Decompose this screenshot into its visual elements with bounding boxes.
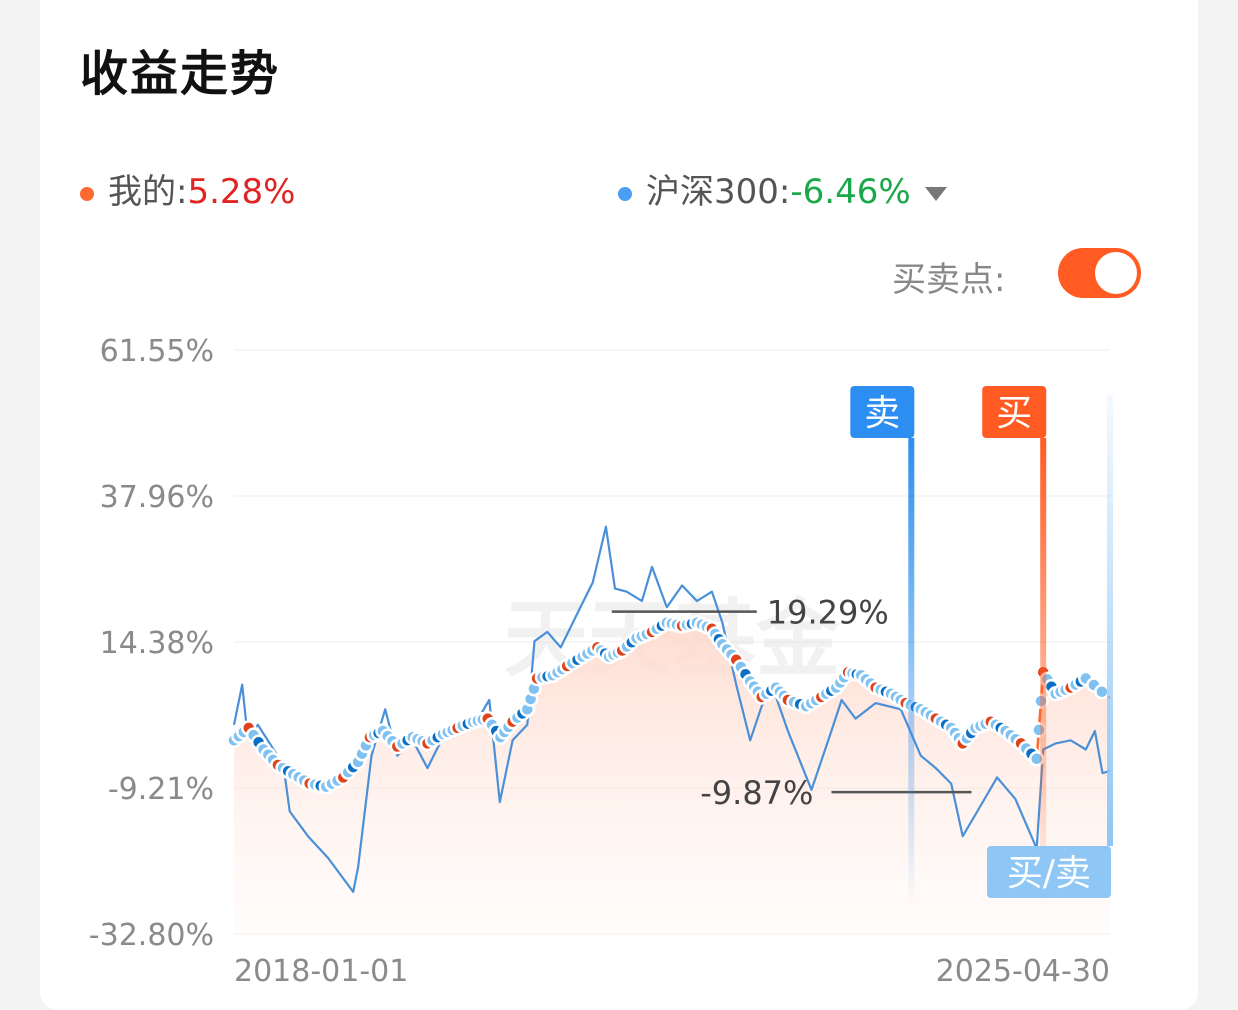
legend-mine-label: 我的:: [108, 172, 188, 212]
legend-mine[interactable]: 我的:5.28%: [80, 164, 295, 213]
legend-benchmark[interactable]: 沪深300:-6.46%: [618, 164, 947, 213]
y-tick-label: 14.38%: [100, 626, 214, 661]
y-tick-label: -32.80%: [89, 918, 214, 953]
marker-line: [1040, 438, 1047, 908]
marker-line: [1107, 395, 1113, 846]
max-annotation-label: 19.29%: [767, 594, 889, 632]
trade-point: [1094, 683, 1110, 700]
legend-mine-value: 5.28%: [187, 172, 296, 212]
marker-flag-label: 买/卖: [1007, 853, 1091, 894]
mine-area: [234, 622, 1110, 934]
triangle-down-icon[interactable]: [924, 186, 947, 201]
min-annotation-label: -9.87%: [700, 774, 813, 812]
mine-dot-icon: [80, 186, 94, 201]
x-tick-label: 2025-04-30: [936, 954, 1110, 989]
toggle-knob: [1095, 252, 1137, 294]
page-title: 收益走势: [80, 46, 281, 102]
buy-sell-points-label: 买卖点:: [892, 260, 1006, 300]
y-tick-label: 61.55%: [100, 334, 214, 369]
y-tick-label: 37.96%: [100, 480, 214, 515]
legend-benchmark-value: -6.46%: [790, 172, 911, 212]
marker-flag: [982, 386, 1047, 438]
legend-benchmark-label: 沪深300:: [646, 172, 791, 212]
marker-flag: [850, 386, 915, 438]
marker-flag-label: 买: [996, 393, 1032, 434]
marker-flag: [987, 846, 1111, 898]
marker-line: [908, 438, 915, 908]
x-tick-label: 2018-01-01: [234, 954, 408, 989]
buy-sell-points-toggle[interactable]: [1058, 248, 1141, 298]
marker-flag-label: 卖: [864, 393, 900, 434]
y-tick-label: -9.21%: [108, 772, 214, 807]
series-line-hs300: [232, 525, 1111, 893]
benchmark-dot-icon: [618, 186, 632, 201]
